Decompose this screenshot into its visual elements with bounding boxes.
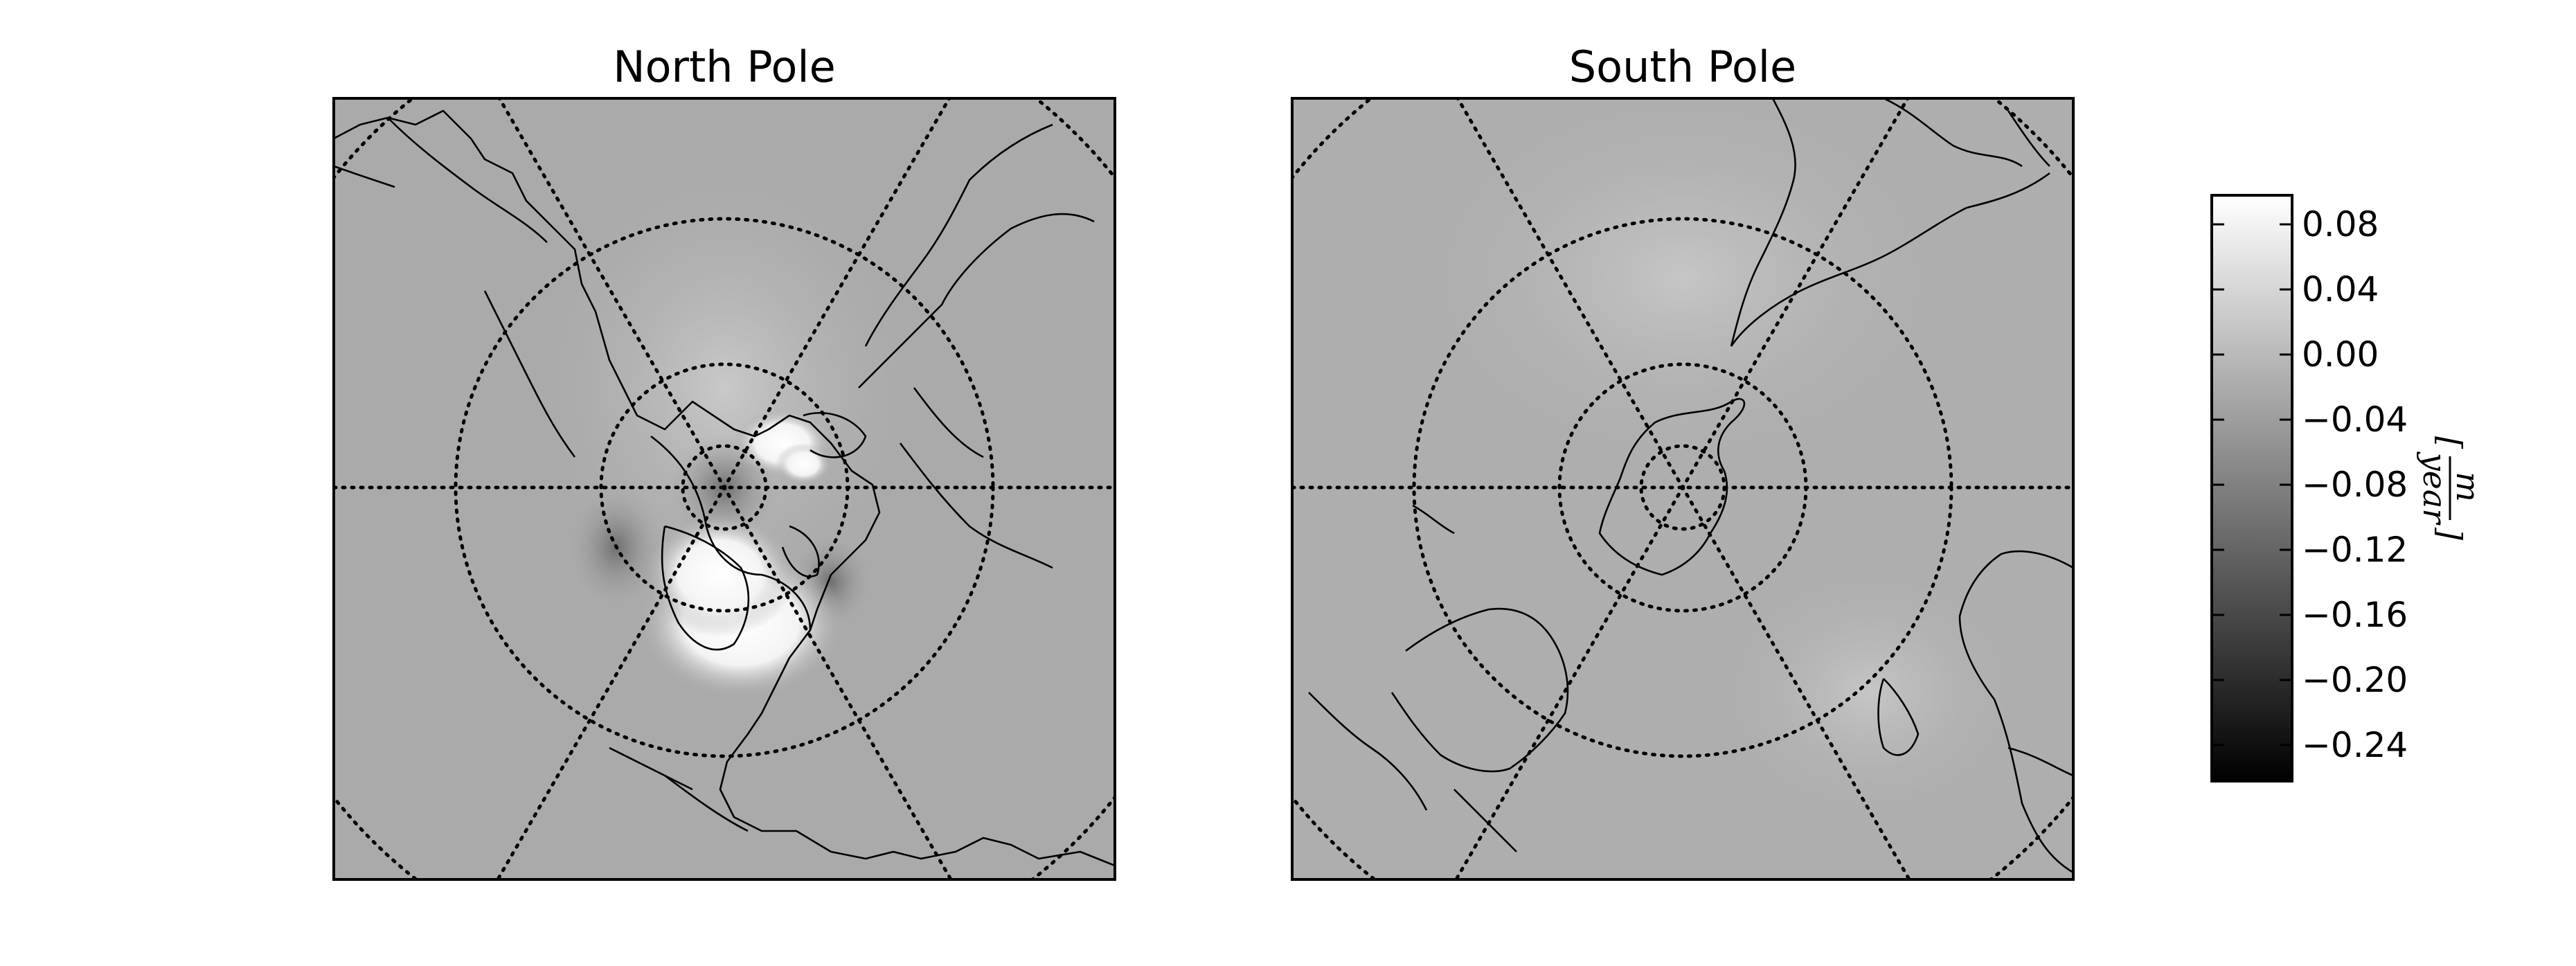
colorbar-tick-label: −0.08 [2302, 465, 2408, 505]
colorbar-tick-label: 0.08 [2302, 204, 2379, 244]
north-map-frame [332, 97, 1116, 881]
colorbar-tick-label: 0.04 [2302, 269, 2379, 310]
south-pole-title: South Pole [1569, 42, 1796, 92]
colorbar-tick-label: −0.04 [2302, 400, 2408, 440]
south-field-glow-lower [1703, 554, 2036, 831]
colorbar-tick-label: −0.20 [2302, 660, 2408, 700]
colorbar-tick-label: −0.24 [2302, 725, 2408, 765]
north-uplift-hudson [644, 512, 796, 637]
unit-numerator: m [2449, 472, 2487, 502]
north-graticule [334, 98, 1115, 879]
south-map-frame [1291, 97, 2075, 881]
colorbar: 0.08 0.04 0.00 −0.04 −0.08 −0.12 −0.16 −0.20 −0.… [2210, 194, 2487, 782]
north-pole-panel: North Pole [332, 42, 1116, 881]
south-graticule [1292, 98, 2073, 879]
colorbar-unit-label: m year [ ] [2416, 436, 2487, 540]
unit-left-bracket: [ [2431, 436, 2469, 449]
colorbar-gradient [2212, 195, 2292, 781]
colorbar-ticks: 0.08 0.04 0.00 −0.04 −0.08 −0.12 −0.16 −0.20 −0.… [2212, 204, 2408, 765]
south-pole-panel: South Pole [1291, 42, 2075, 881]
colorbar-tick-label: 0.00 [2302, 334, 2379, 375]
unit-right-bracket: ] [2431, 527, 2469, 540]
north-uplift-small [776, 443, 831, 485]
south-field-glow [1392, 98, 1974, 485]
south-pole-map [1292, 98, 2073, 879]
south-coastlines [1308, 98, 2073, 874]
colorbar-tick-label: −0.16 [2302, 595, 2408, 635]
unit-denominator: year [2416, 451, 2453, 526]
colorbar-tick-label: −0.12 [2302, 530, 2408, 570]
colorbar-frame [2210, 194, 2293, 782]
north-pole-title: North Pole [613, 42, 836, 92]
